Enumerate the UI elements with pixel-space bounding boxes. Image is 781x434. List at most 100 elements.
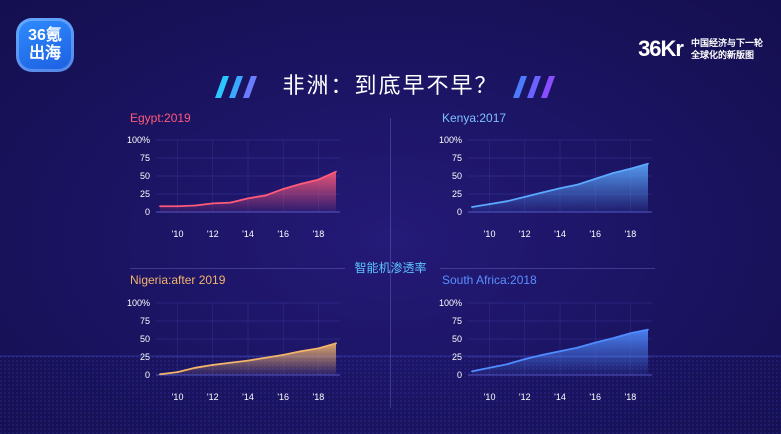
data-point [647, 162, 649, 165]
data-point [594, 341, 597, 344]
data-point [647, 328, 649, 331]
data-point [247, 197, 249, 200]
x-tick-label: '18 [313, 229, 325, 239]
data-point [471, 206, 473, 208]
x-tick-label: '14 [554, 229, 566, 239]
data-point [541, 353, 544, 356]
nigeria-chart-title: Nigeria:after 2019 [130, 273, 226, 287]
data-point [611, 337, 614, 340]
data-point [611, 172, 614, 175]
y-tick-label: 25 [140, 352, 150, 362]
x-tick-label: '10 [172, 392, 184, 402]
x-tick-label: '16 [589, 392, 601, 402]
y-tick-label: 0 [457, 370, 462, 380]
title-slashes-left-icon [215, 76, 257, 98]
data-point [159, 373, 161, 376]
data-point [317, 347, 320, 350]
data-point [176, 205, 179, 208]
bottom-grid-decoration [0, 355, 781, 434]
y-tick-label: 0 [457, 207, 462, 217]
y-tick-label: 50 [452, 171, 462, 181]
chart-center-label: 智能机渗透率 [354, 261, 427, 275]
x-tick-label: '12 [207, 229, 219, 239]
data-point [629, 332, 632, 335]
data-point [247, 359, 249, 362]
horizontal-divider-right [440, 268, 655, 269]
x-tick-label: '16 [589, 229, 601, 239]
data-point [488, 366, 491, 369]
y-tick-label: 0 [145, 370, 150, 380]
data-point [229, 361, 232, 364]
y-tick-label: 75 [452, 316, 462, 326]
logo-line-2: 出海 [28, 45, 61, 62]
logo-line-1: 36氪 [28, 27, 62, 44]
south-africa-chart-title: South Africa:2018 [442, 273, 537, 287]
y-tick-label: 100% [127, 135, 150, 145]
x-tick-label: '16 [277, 392, 289, 402]
page-title: 非洲：到底早不早？ [282, 73, 499, 98]
brand-tagline: 中国经济与下一轮 全球化的新版图 [691, 37, 763, 61]
data-point [335, 342, 337, 345]
data-point [159, 205, 161, 208]
y-tick-label: 0 [145, 207, 150, 217]
data-point [282, 188, 285, 190]
data-point [229, 201, 232, 204]
kenya-chart: 100% 75 50 25 0 '10 '12 '14 '16 '18 [439, 135, 652, 239]
y-tick-label: 100% [439, 135, 462, 145]
y-tick-label: 100% [439, 298, 462, 308]
data-point [471, 370, 473, 373]
data-point [629, 167, 632, 170]
logo-36kr-chuhai: 36氪 出海 [16, 18, 74, 72]
data-point [506, 200, 509, 203]
data-point [506, 363, 509, 366]
data-point [211, 364, 214, 366]
data-point [282, 353, 285, 356]
data-point [576, 183, 579, 186]
brand-36kr: 36Kr 中国经济与下一轮 全球化的新版图 [638, 36, 763, 62]
data-point [594, 177, 597, 180]
data-point [264, 194, 267, 197]
data-point [576, 346, 579, 349]
x-tick-label: '18 [313, 392, 325, 402]
y-tick-label: 50 [140, 334, 150, 344]
y-tick-label: 25 [452, 352, 462, 362]
vertical-divider [390, 118, 391, 408]
horizontal-divider-left [130, 268, 345, 269]
title-slashes-right-icon [513, 76, 555, 98]
y-tick-label: 25 [140, 189, 150, 199]
data-point [176, 371, 179, 374]
x-tick-label: '14 [242, 392, 254, 402]
egypt-chart: 100% 75 50 25 0 '10 '12 '14 '16 '18 [127, 135, 340, 239]
data-point [211, 202, 214, 205]
x-tick-label: '12 [519, 229, 531, 239]
y-tick-label: 50 [452, 334, 462, 344]
brand-tagline-line-1: 中国经济与下一轮 [690, 38, 763, 48]
brand-tagline-line-2: 全球化的新版图 [690, 50, 754, 60]
data-point [317, 178, 320, 181]
x-tick-label: '10 [484, 392, 496, 402]
egypt-chart-title: Egypt:2019 [130, 111, 191, 125]
y-tick-label: 25 [452, 189, 462, 199]
y-tick-label: 100% [127, 298, 150, 308]
data-point [194, 366, 197, 369]
y-tick-label: 50 [140, 171, 150, 181]
x-tick-label: '14 [242, 229, 254, 239]
area-fill [160, 171, 336, 212]
data-point [335, 170, 337, 173]
data-point [559, 187, 561, 190]
data-point [488, 203, 491, 205]
x-tick-label: '18 [625, 392, 637, 402]
data-point [541, 191, 544, 194]
x-tick-label: '12 [207, 392, 219, 402]
data-point [559, 350, 561, 353]
x-tick-label: '10 [484, 229, 496, 239]
data-point [299, 183, 302, 185]
data-point [523, 358, 526, 361]
y-tick-label: 75 [452, 153, 462, 163]
data-point [194, 204, 197, 207]
data-point [523, 195, 526, 198]
x-tick-label: '18 [625, 229, 637, 239]
x-tick-label: '12 [519, 392, 531, 402]
x-tick-label: '16 [277, 229, 289, 239]
x-tick-label: '10 [172, 229, 184, 239]
